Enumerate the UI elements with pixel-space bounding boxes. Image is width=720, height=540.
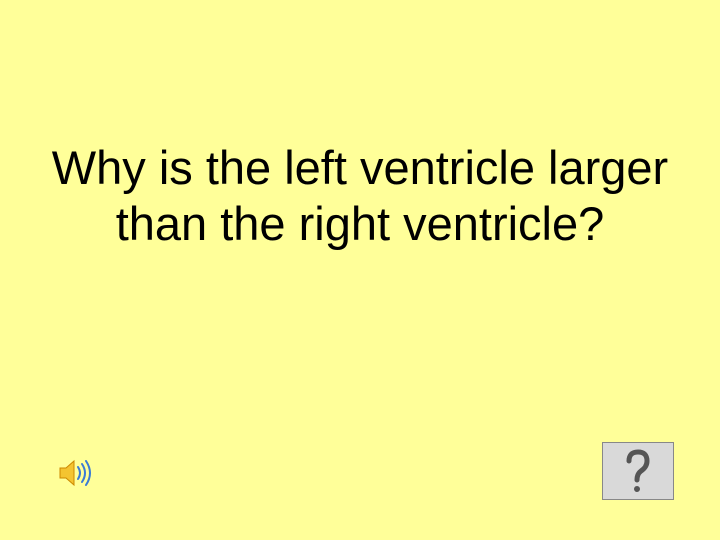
- question-mark-icon: [621, 448, 655, 494]
- speaker-icon: [58, 458, 92, 493]
- question-text: Why is the left ventricle larger than th…: [0, 140, 720, 253]
- audio-icon[interactable]: [58, 460, 92, 490]
- hint-button[interactable]: [602, 442, 674, 500]
